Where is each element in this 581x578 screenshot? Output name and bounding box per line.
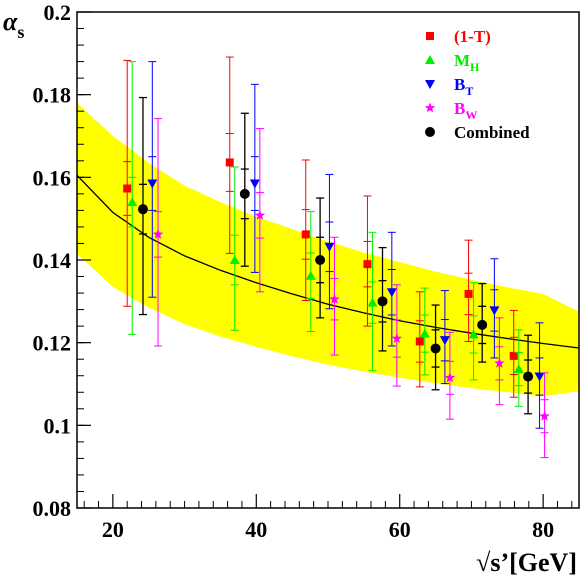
data-point: [329, 293, 340, 304]
data-point: [430, 343, 441, 354]
data-point: [123, 184, 132, 193]
x-tick-label: 60: [389, 517, 411, 542]
y-tick-label: 0.2: [44, 0, 72, 25]
y-tick-label: 0.08: [33, 496, 72, 521]
data-point: [513, 364, 524, 374]
legend-label: BT: [454, 75, 473, 98]
y-tick-label: 0.12: [33, 331, 72, 356]
data-point: [523, 371, 534, 382]
legend-entry: MH: [425, 51, 480, 74]
data-point: [137, 204, 148, 215]
y-axis-title-main: α: [3, 7, 18, 36]
data-point: [225, 158, 234, 167]
x-tick-label: 20: [102, 517, 124, 542]
legend-marker: [425, 127, 435, 137]
data-point: [377, 296, 388, 307]
legend-marker: [424, 102, 436, 113]
x-tick-label: 40: [245, 517, 267, 542]
data-point: [391, 333, 403, 343]
legend-entry: BT: [425, 75, 473, 98]
legend-label: Combined: [454, 123, 530, 142]
y-axis-title-sub: s: [17, 22, 24, 42]
data-point: [439, 336, 450, 346]
data-point: [363, 260, 372, 269]
series-m-h: [127, 61, 524, 407]
axes: 0.08 0.1 0.12 0.14 0.16 0.18 0.2 20 40 60 80: [33, 0, 573, 542]
data-point: [386, 288, 397, 298]
data-point: [301, 230, 310, 239]
data-point: [324, 242, 335, 252]
legend-marker: [425, 55, 435, 64]
legend-label: (1-T): [454, 27, 491, 46]
y-tick-label: 0.14: [33, 248, 72, 273]
data-point: [468, 329, 479, 339]
data-point: [305, 270, 316, 280]
data-point: [315, 255, 326, 265]
data-point: [419, 328, 430, 338]
data-point: [239, 188, 250, 199]
data-point: [489, 306, 500, 316]
data-point: [152, 228, 164, 239]
x-tick-label: 80: [532, 517, 554, 542]
y-tick-label: 0.1: [44, 413, 72, 438]
legend-marker: [425, 80, 435, 89]
legend-entry: Combined: [425, 123, 530, 142]
data-point: [127, 197, 138, 207]
legend-label: BW: [454, 99, 477, 122]
data-point: [539, 410, 550, 421]
data-point: [254, 209, 266, 220]
data-point: [415, 337, 424, 346]
data-point: [494, 357, 505, 368]
y-tick-label: 0.16: [33, 165, 72, 190]
data-point: [477, 319, 488, 330]
y-axis-title: αs: [3, 7, 24, 42]
uncertainty-band: [77, 102, 579, 397]
x-axis-title: √s’[GeV]: [476, 548, 577, 577]
data-point: [509, 351, 518, 360]
data-points: [123, 56, 550, 459]
series-b-t: [147, 61, 545, 429]
error-band: [77, 102, 579, 397]
data-point: [229, 255, 240, 264]
fit-curve: [77, 174, 579, 349]
legend-entry: BW: [424, 99, 477, 122]
series-combined: [137, 96, 534, 415]
y-tick-label: 0.18: [33, 83, 72, 108]
legend-label: MH: [454, 51, 480, 74]
data-point: [444, 372, 456, 383]
legend-marker: [426, 32, 434, 40]
series-1-t: [123, 56, 518, 398]
fit-line: [77, 174, 579, 349]
data-point: [147, 179, 158, 189]
data-point: [464, 289, 473, 298]
data-point: [367, 297, 378, 307]
series-b-w: [152, 118, 550, 459]
data-point: [534, 372, 545, 382]
legend-entry: (1-T): [426, 27, 491, 46]
data-point: [249, 179, 260, 189]
